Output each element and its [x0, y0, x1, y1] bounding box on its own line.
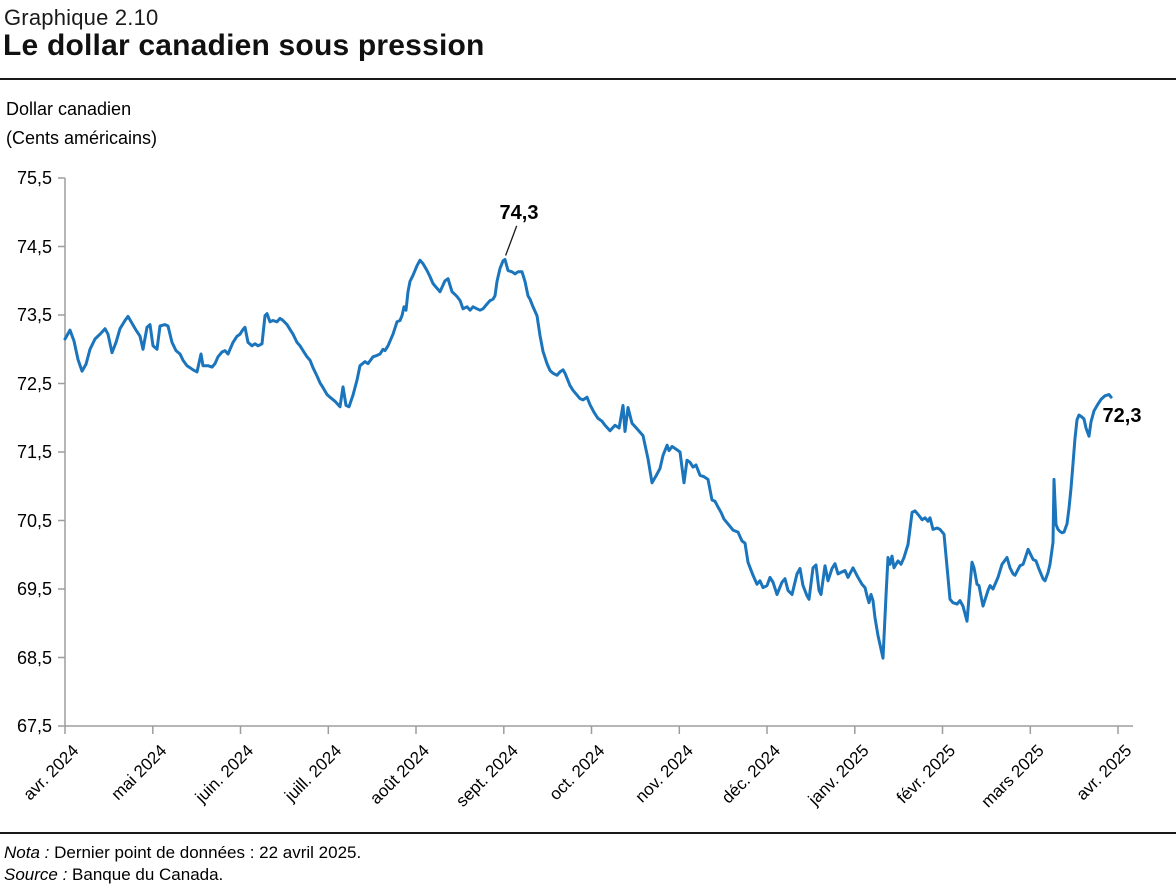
nota-label: Nota :: [4, 843, 50, 862]
nota-line: Nota : Dernier point de données : 22 avr…: [4, 842, 361, 863]
source-line: Source : Banque du Canada.: [4, 864, 223, 885]
title-separator: [0, 78, 1176, 80]
source-label: Source :: [4, 865, 68, 884]
nota-text: Dernier point de données : 22 avril 2025…: [49, 843, 362, 862]
source-text: Banque du Canada.: [67, 865, 224, 884]
y-axis-unit-line2: (Cents américains): [6, 128, 158, 148]
annotation-callout-line: [504, 225, 518, 256]
page-title: Le dollar canadien sous pression: [3, 29, 485, 62]
axis-lines: [64, 178, 1133, 727]
footer-separator: [0, 832, 1176, 834]
y-axis-unit-line1: Dollar canadien: [6, 99, 132, 119]
chart-number: Graphique 2.10: [4, 5, 159, 30]
data-line: [63, 258, 1113, 660]
